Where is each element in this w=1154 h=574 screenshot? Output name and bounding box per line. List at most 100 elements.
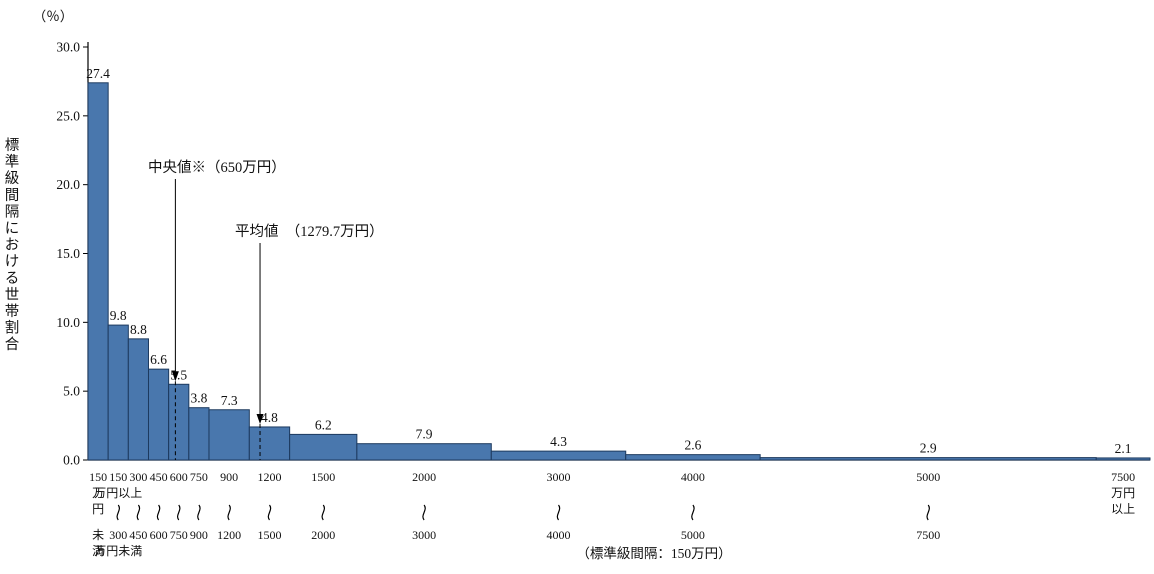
y-axis-title-char: 隔 xyxy=(5,203,20,220)
x-tick-label: 1200 xyxy=(217,528,241,542)
bar xyxy=(168,383,190,461)
range-tilde-icon xyxy=(691,504,695,521)
x-tick-label: 4000 xyxy=(547,528,571,542)
bar-value-label: 4.8 xyxy=(261,410,278,425)
x-tick-label: 750 xyxy=(190,470,208,484)
bar-value-label: 4.3 xyxy=(550,434,567,449)
y-tick-label: 15.0 xyxy=(56,246,80,261)
bar xyxy=(625,454,761,461)
range-tilde-icon xyxy=(267,504,272,521)
y-tick-label: 25.0 xyxy=(56,108,80,123)
bar-value-label: 2.1 xyxy=(1115,441,1132,456)
x-tick-label: 300 xyxy=(109,528,127,542)
bar xyxy=(208,409,250,461)
bar xyxy=(1095,457,1151,461)
x-tick-label: 450 xyxy=(150,470,168,484)
x-tick-label: 万円以上 xyxy=(94,486,142,500)
range-tilde-icon xyxy=(156,504,161,521)
bar-value-label: 6.6 xyxy=(150,352,167,367)
y-tick-label: 20.0 xyxy=(56,177,80,192)
bar-value-label: 9.8 xyxy=(110,308,127,323)
bar xyxy=(107,324,129,461)
x-tick-label: 7500 xyxy=(1111,470,1135,484)
x-tick-label: 4000 xyxy=(681,470,705,484)
x-tick-label: 2000 xyxy=(311,528,335,542)
y-axis-title-char: 帯 xyxy=(5,303,20,320)
x-tick-label: 未 xyxy=(92,528,104,542)
bar xyxy=(289,433,358,461)
x-tick-label: 以上 xyxy=(1111,502,1135,516)
x-tick-label: 150 xyxy=(109,470,127,484)
x-tick-label: 1200 xyxy=(257,470,281,484)
x-tick-label: 5000 xyxy=(916,470,940,484)
bar-value-label: 3.8 xyxy=(190,391,207,406)
x-tick-label: 2000 xyxy=(412,470,436,484)
annotation-mean-label: 平均値 （1279.7万円） xyxy=(235,223,384,240)
y-axis-title-char: る xyxy=(5,271,20,287)
x-tick-label: 900 xyxy=(190,528,208,542)
annotation-arrowhead-icon xyxy=(256,413,264,424)
x-tick-label: 5000 xyxy=(681,528,705,542)
x-tick-label: 1500 xyxy=(257,528,281,542)
x-tick-label: 600 xyxy=(150,528,168,542)
x-tick-label: 7500 xyxy=(916,528,940,542)
x-tick-label: 万円未満 xyxy=(94,544,142,558)
y-axis-title-char: 級 xyxy=(5,170,20,187)
annotation-median-label: 中央値※（650万円） xyxy=(148,159,286,176)
y-axis-title-char: 間 xyxy=(5,188,20,204)
x-tick-label: 600 xyxy=(170,470,188,484)
bar-value-label: 7.9 xyxy=(416,427,433,442)
bar xyxy=(87,82,109,461)
bar xyxy=(248,426,291,461)
x-tick-label: 満 xyxy=(92,544,104,558)
bar-value-label: 2.9 xyxy=(920,441,937,456)
range-tilde-icon xyxy=(556,504,561,521)
range-tilde-icon xyxy=(321,504,325,521)
chart-footnote: （標準級間隔：150万円） xyxy=(576,546,731,561)
bar-value-label: 8.8 xyxy=(130,322,147,337)
x-tick-label: 3000 xyxy=(412,528,436,542)
y-tick-label: 10.0 xyxy=(56,315,80,330)
bar xyxy=(147,368,170,461)
x-tick-label: 450 xyxy=(129,528,147,542)
y-tick-label: 30.0 xyxy=(56,40,80,55)
x-tick-label: 750 xyxy=(170,528,188,542)
y-axis-title-char: お xyxy=(5,237,20,254)
x-tick-label: 900 xyxy=(220,470,238,484)
bar-value-label: 2.6 xyxy=(684,438,701,453)
bar xyxy=(759,457,1097,461)
y-axis-title-char: 準 xyxy=(5,154,20,171)
bar-value-label: 6.2 xyxy=(315,417,332,432)
range-tilde-icon xyxy=(227,504,231,521)
y-axis-title-char: け xyxy=(5,254,20,270)
y-axis-title-char: 世 xyxy=(5,286,20,303)
x-tick-label: 150 xyxy=(89,470,107,484)
y-axis-unit-label: （％） xyxy=(33,9,74,24)
y-tick-label: 0.0 xyxy=(63,453,80,468)
x-tick-label: 万 xyxy=(92,486,104,500)
bar xyxy=(356,443,492,461)
annotation-arrowhead-icon xyxy=(171,371,179,382)
y-axis-title-char: 合 xyxy=(5,336,20,353)
bar-value-label: 27.4 xyxy=(86,66,110,81)
x-tick-label: 1500 xyxy=(311,470,335,484)
x-tick-label: 3000 xyxy=(547,470,571,484)
x-tick-label: 300 xyxy=(129,470,147,484)
bar xyxy=(188,407,210,461)
range-tilde-icon xyxy=(136,504,141,521)
range-tilde-icon xyxy=(197,504,201,521)
y-axis-title-char: 標 xyxy=(5,137,20,154)
range-tilde-icon xyxy=(177,504,181,521)
bar-value-label: 7.3 xyxy=(221,393,238,408)
x-tick-label: 万円 xyxy=(1111,486,1135,500)
y-axis-title-char: 割 xyxy=(5,320,20,337)
y-axis-title-char: に xyxy=(5,221,20,237)
y-tick-label: 5.0 xyxy=(63,384,80,399)
bar xyxy=(127,338,149,461)
range-tilde-icon xyxy=(116,504,120,521)
range-tilde-icon xyxy=(926,504,930,521)
bar xyxy=(490,450,627,461)
x-tick-label: 円 xyxy=(92,502,104,516)
